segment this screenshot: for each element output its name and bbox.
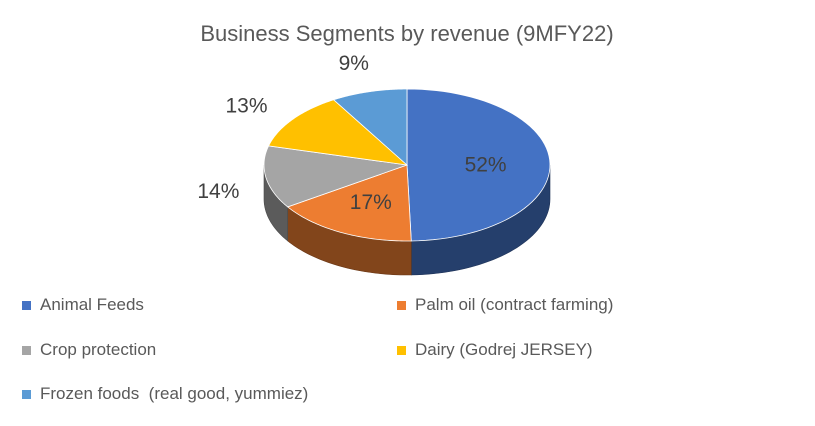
data-label-4: 9% xyxy=(339,52,369,75)
pie-slice-1[interactable] xyxy=(286,164,412,242)
pie-slice-2[interactable] xyxy=(263,145,408,208)
data-labels: 52% 17% 14% 13% 9% xyxy=(197,52,506,214)
pie-slice-0[interactable] xyxy=(406,88,551,242)
chart-title: Business Segments by revenue (9MFY22) xyxy=(200,21,613,46)
pie-slices xyxy=(263,88,551,242)
data-label-1: 17% xyxy=(350,191,392,214)
pie-slice-4[interactable] xyxy=(332,88,408,166)
pie-sides xyxy=(263,164,551,276)
data-label-3: 13% xyxy=(225,95,267,118)
pie-slice-3[interactable] xyxy=(267,99,409,166)
data-label-2: 14% xyxy=(197,180,239,203)
data-label-0: 52% xyxy=(465,153,507,176)
